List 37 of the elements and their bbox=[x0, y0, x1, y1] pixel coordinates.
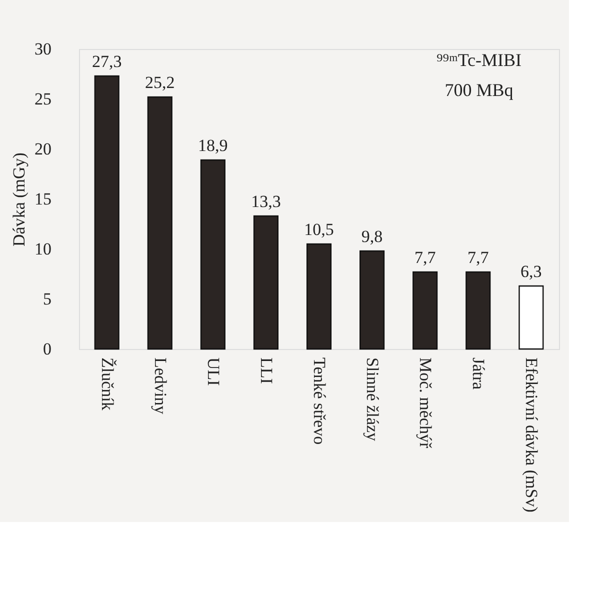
data-label: 25,2 bbox=[145, 73, 175, 92]
y-axis-title: Dávka (mGy) bbox=[10, 152, 28, 246]
x-tick-label: Efektivní dávka (mSv) bbox=[522, 358, 542, 512]
annotation: ⁹⁹ᵐTc-MIBI bbox=[436, 50, 522, 70]
data-label: 6,3 bbox=[520, 262, 542, 281]
x-tick-label: Játra bbox=[469, 358, 488, 390]
y-tick-label: 20 bbox=[34, 140, 52, 158]
y-tick-label: 0 bbox=[43, 340, 52, 358]
x-tick-label: LLI bbox=[256, 358, 276, 384]
bar bbox=[94, 75, 120, 350]
bar bbox=[200, 159, 226, 350]
x-tick-label: ULI bbox=[204, 358, 223, 386]
y-tick-label: 15 bbox=[34, 190, 52, 208]
bar bbox=[253, 215, 278, 350]
x-tick-label: Tenké střevo bbox=[310, 358, 329, 445]
x-tick-label: Žlučník bbox=[98, 358, 117, 411]
x-tick-label: Slinné žlázy bbox=[363, 358, 382, 442]
y-tick-label: 5 bbox=[43, 290, 52, 308]
bar bbox=[518, 285, 544, 350]
y-tick-label: 25 bbox=[34, 90, 52, 108]
data-label: 7,7 bbox=[414, 248, 436, 267]
data-label: 9,8 bbox=[361, 227, 383, 246]
bar bbox=[360, 250, 385, 350]
bar bbox=[412, 271, 438, 350]
bar bbox=[466, 271, 491, 350]
annotation: 700 MBq bbox=[444, 80, 514, 100]
data-label: 7,7 bbox=[467, 248, 490, 267]
bar bbox=[147, 96, 172, 350]
bar bbox=[306, 243, 332, 350]
x-tick-label: Ledviny bbox=[150, 358, 170, 415]
y-tick-label: 30 bbox=[34, 40, 52, 58]
data-label: 13,3 bbox=[251, 192, 281, 211]
data-label: 27,3 bbox=[92, 52, 122, 71]
x-tick-label: Moč. měchýř bbox=[416, 358, 436, 448]
y-tick-label: 10 bbox=[34, 240, 52, 258]
data-label: 18,9 bbox=[198, 136, 228, 155]
data-label: 10,5 bbox=[304, 220, 334, 239]
